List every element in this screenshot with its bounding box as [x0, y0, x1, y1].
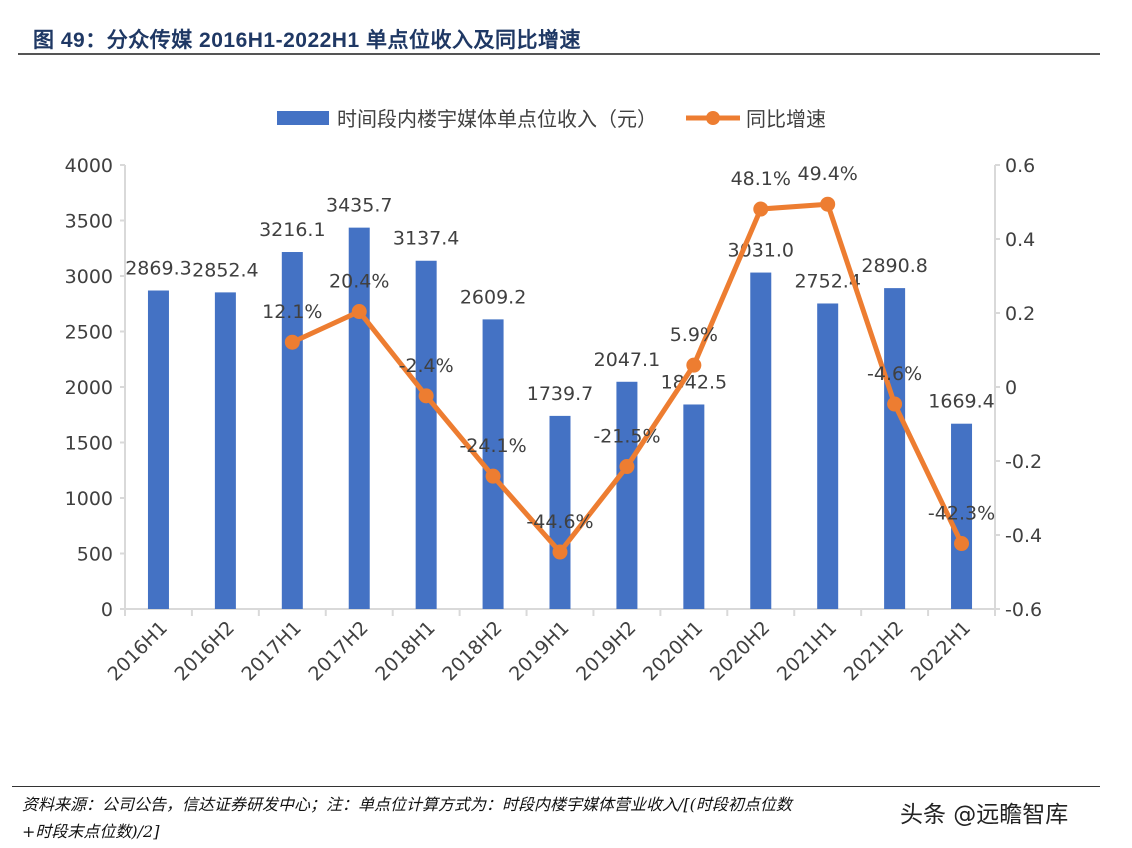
title-divider [18, 53, 1100, 55]
growth-marker [686, 357, 702, 373]
bar [884, 288, 906, 609]
growth-value-label: -2.4% [399, 355, 454, 377]
source-note: 资料来源：公司公告，信达证券研发中心；注：单点位计算方式为：时段内楼宇媒体营业收… [22, 791, 1112, 845]
left-y-tick-label: 2500 [65, 322, 113, 344]
growth-value-label: 5.9% [670, 324, 718, 346]
x-tick-label: 2020H2 [706, 617, 774, 685]
growth-marker [418, 388, 434, 404]
right-y-tick-label: 0.6 [1005, 155, 1035, 177]
growth-value-label: 12.1% [262, 301, 322, 323]
bar-value-label: 2609.2 [460, 286, 526, 308]
bar [147, 290, 169, 609]
x-tick-label: 2020H1 [639, 617, 707, 685]
bar-series [147, 227, 973, 610]
left-y-tick-label: 2000 [65, 377, 113, 399]
bar-value-label: 1739.7 [527, 383, 593, 405]
growth-value-label: 48.1% [731, 168, 791, 190]
left-y-tick-label: 3000 [65, 266, 113, 288]
source-line-1: 资料来源：公司公告，信达证券研发中心；注：单点位计算方式为：时段内楼宇媒体营业收… [22, 795, 792, 814]
bar-value-label: 3137.4 [393, 228, 459, 250]
combo-chart: 时间段内楼宇媒体单点位收入（元） 同比增速 0 500 1000 1500 2000 250… [65, 107, 1042, 685]
growth-value-label: -21.5% [593, 426, 660, 448]
growth-marker [284, 334, 300, 350]
line-data-labels: 12.1% 20.4% -2.4% -24.1% -44.6% -21.5% 5.9% 48.… [262, 163, 995, 533]
growth-value-label: -4.6% [867, 363, 922, 385]
bar [482, 319, 504, 609]
left-y-tick-label: 0 [101, 599, 113, 621]
figure-title: 图 49：分众传媒 2016H1-2022H1 单点位收入及同比增速 [33, 29, 581, 52]
x-tick-label: 2016H1 [104, 617, 172, 685]
right-y-tick-label: -0.2 [1005, 451, 1042, 473]
bar [214, 292, 236, 609]
bar-value-label: 2869.3 [125, 258, 191, 280]
growth-value-label: 20.4% [329, 271, 389, 293]
legend-bar-swatch [277, 111, 329, 125]
watermark: 头条 @远瞻智库 [900, 795, 1069, 829]
x-tick-label: 2017H2 [304, 617, 372, 685]
bar-value-label: 2047.1 [594, 349, 660, 371]
legend-bar-label: 时间段内楼宇媒体单点位收入（元） [337, 107, 657, 131]
bar-value-label: 2852.4 [192, 259, 258, 281]
source-line-2: +时段末点位数)/2] [22, 822, 160, 841]
x-tick-label: 2021H1 [773, 617, 841, 685]
bar [549, 415, 571, 609]
growth-marker [351, 304, 367, 320]
bar [616, 381, 638, 609]
bar-value-label: 1669.4 [928, 391, 994, 413]
right-y-tick-label: 0 [1005, 377, 1017, 399]
chart-legend: 时间段内楼宇媒体单点位收入（元） 同比增速 [277, 107, 826, 131]
growth-marker [887, 396, 903, 412]
legend-line-marker [706, 111, 720, 125]
left-y-tick-label: 500 [77, 544, 113, 566]
bar-value-label: 3216.1 [259, 219, 325, 241]
growth-value-label: -24.1% [459, 435, 526, 457]
growth-marker [820, 196, 836, 212]
left-y-tick-label: 3500 [65, 211, 113, 233]
legend-line-label: 同比增速 [746, 107, 826, 131]
growth-marker [619, 459, 635, 475]
bar [683, 404, 705, 609]
left-y-tick-label: 1000 [65, 488, 113, 510]
x-tick-label: 2019H2 [572, 617, 640, 685]
right-y-tick-label: 0.4 [1005, 229, 1035, 251]
bar [750, 272, 772, 609]
bar-value-label: 2890.8 [861, 255, 927, 277]
x-tick-label: 2017H1 [237, 617, 305, 685]
growth-marker [753, 201, 769, 217]
growth-value-label: 49.4% [798, 163, 858, 185]
x-axis-labels: 2016H12016H22017H12017H22018H12018H22019… [104, 617, 975, 685]
growth-marker [552, 544, 568, 560]
bar-value-label: 1842.5 [661, 371, 727, 393]
footer-divider [12, 786, 1100, 787]
bar-value-label: 2752.4 [794, 270, 860, 292]
bar [817, 303, 839, 609]
right-y-tick-label: -0.6 [1005, 599, 1042, 621]
growth-value-label: -42.3% [928, 503, 995, 525]
right-y-tick-label: 0.2 [1005, 303, 1035, 325]
growth-marker [485, 468, 501, 484]
bar [415, 260, 437, 609]
left-y-tick-label: 4000 [65, 155, 113, 177]
x-tick-label: 2022H1 [907, 617, 975, 685]
x-tick-label: 2019H1 [505, 617, 573, 685]
bar [951, 423, 973, 609]
bar [348, 227, 370, 609]
bar-value-label: 3435.7 [326, 195, 392, 217]
x-tick-label: 2016H2 [171, 617, 239, 685]
growth-marker [954, 536, 970, 552]
x-tick-label: 2018H2 [438, 617, 506, 685]
growth-value-label: -44.6% [526, 511, 593, 533]
x-tick-label: 2021H2 [840, 617, 908, 685]
line-series [284, 196, 970, 560]
left-y-tick-label: 1500 [65, 433, 113, 455]
x-tick-label: 2018H1 [371, 617, 439, 685]
chart-axes: 0 500 1000 1500 2000 2500 3000 3500 4000 -0.6 -0.4… [65, 155, 1042, 621]
right-y-tick-label: -0.4 [1005, 525, 1042, 547]
